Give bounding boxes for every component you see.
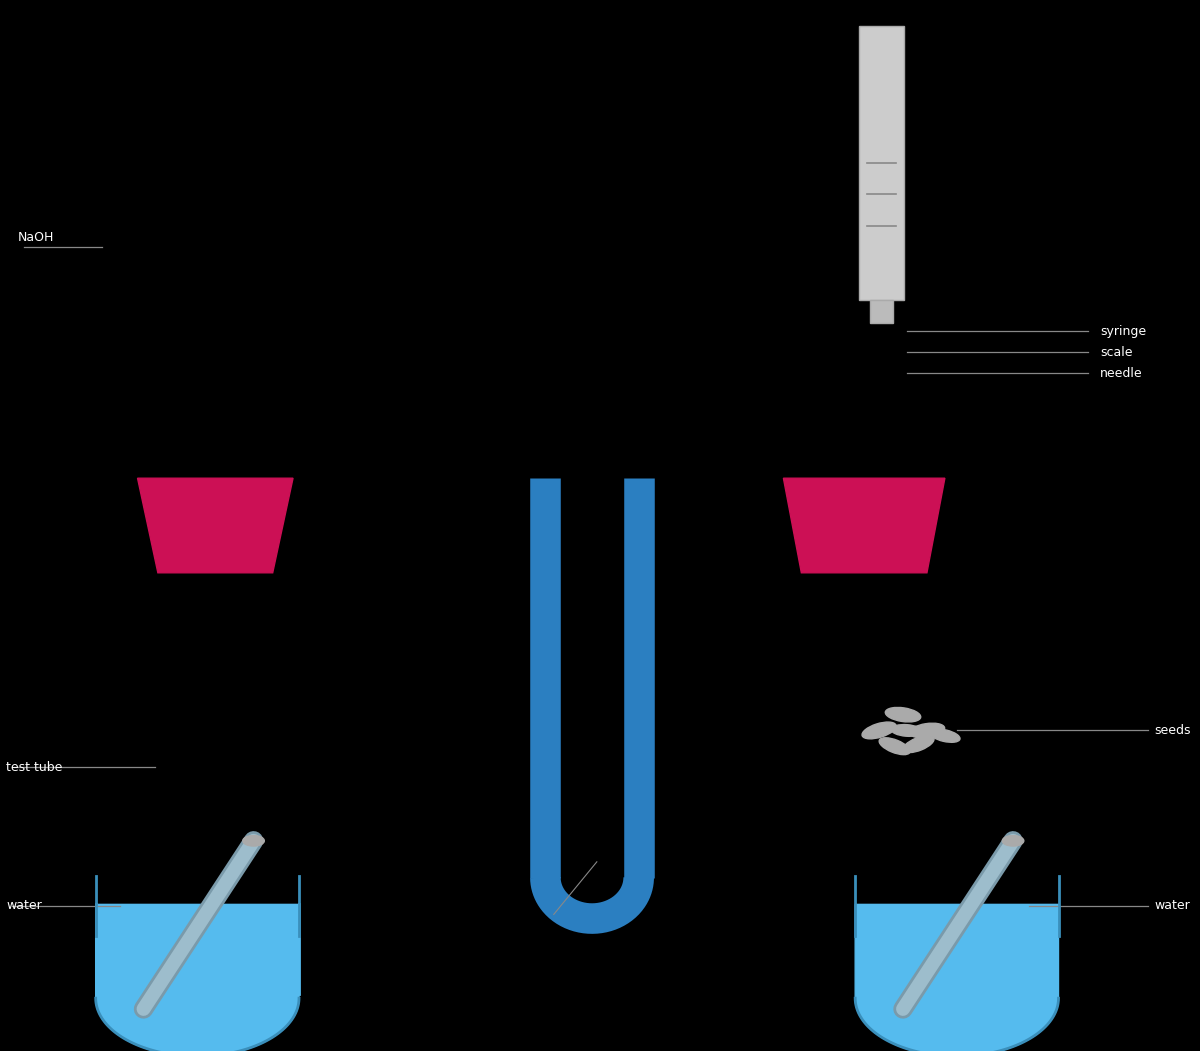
Polygon shape — [856, 904, 1058, 1051]
Text: test tube: test tube — [6, 761, 62, 774]
Ellipse shape — [886, 707, 920, 722]
Ellipse shape — [880, 738, 910, 755]
Ellipse shape — [242, 836, 264, 846]
Ellipse shape — [910, 723, 944, 738]
Ellipse shape — [892, 724, 922, 737]
Ellipse shape — [1002, 836, 1024, 846]
Text: needle: needle — [1100, 367, 1142, 379]
Text: seeds: seeds — [1154, 724, 1190, 737]
Text: syringe: syringe — [1100, 325, 1146, 337]
Polygon shape — [96, 904, 299, 1051]
Polygon shape — [138, 478, 293, 573]
FancyBboxPatch shape — [859, 26, 905, 300]
Ellipse shape — [904, 736, 934, 753]
Ellipse shape — [862, 722, 896, 739]
Text: water: water — [6, 900, 42, 912]
Text: scale: scale — [1100, 346, 1133, 358]
Ellipse shape — [930, 729, 960, 742]
Polygon shape — [784, 478, 944, 573]
Text: water: water — [1154, 900, 1190, 912]
FancyBboxPatch shape — [870, 300, 894, 323]
Text: NaOH: NaOH — [18, 231, 54, 244]
